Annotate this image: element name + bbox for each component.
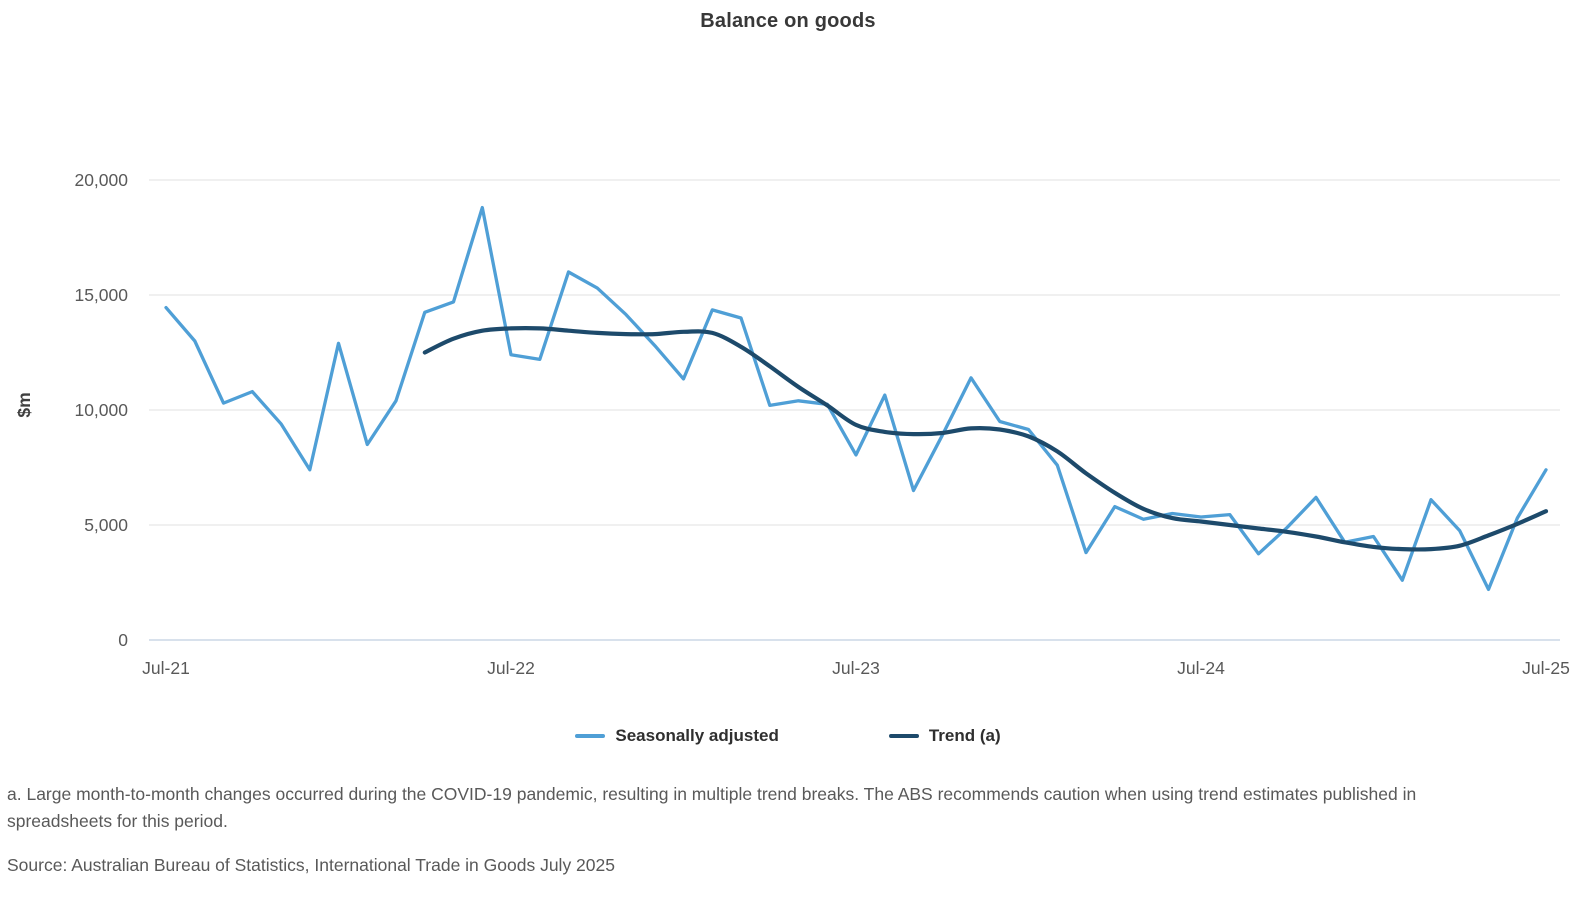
- source-text: Source: Australian Bureau of Statistics,…: [7, 855, 615, 875]
- y-axis-title: $m: [14, 392, 34, 417]
- trend-line: [422, 326, 1549, 552]
- x-tick-label: Jul-23: [832, 658, 880, 678]
- y-tick-label: 0: [118, 630, 128, 650]
- footnote-text: a. Large month-to-month changes occurred…: [7, 784, 1417, 831]
- legend-label-trend: Trend (a): [928, 726, 1001, 745]
- y-tick-label: 20,000: [74, 170, 128, 190]
- y-tick-label: 10,000: [74, 400, 128, 420]
- legend: Seasonally adjusted Trend (a): [0, 726, 1576, 746]
- x-tick-label: Jul-25: [1522, 658, 1570, 678]
- chart-title: Balance on goods: [700, 10, 876, 32]
- seasonally-adjusted-swatch-icon: [575, 734, 606, 738]
- trend-swatch-icon: [888, 734, 919, 738]
- y-tick-label: 15,000: [74, 285, 128, 305]
- y-tick-label: 5,000: [84, 515, 128, 535]
- legend-label-seasonally-adjusted: Seasonally adjusted: [615, 726, 779, 745]
- legend-item-seasonally-adjusted[interactable]: Seasonally adjusted: [575, 726, 779, 746]
- x-tick-label: Jul-22: [487, 658, 535, 678]
- legend-item-trend[interactable]: Trend (a): [888, 726, 1001, 746]
- x-tick-label: Jul-24: [1177, 658, 1225, 678]
- x-tick-label: Jul-21: [142, 658, 190, 678]
- seasonally-adjusted-line: [164, 205, 1548, 592]
